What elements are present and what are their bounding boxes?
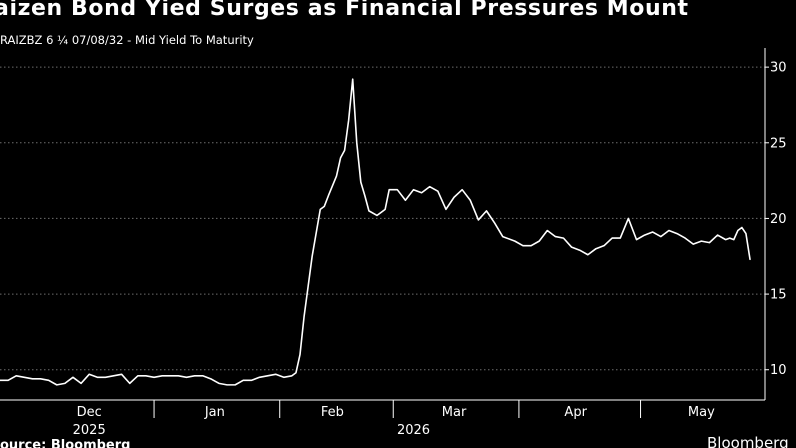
chart-subtitle: RAIZBZ 6 ¼ 07/08/32 - Mid Yield To Matur… bbox=[0, 33, 254, 47]
x-year-label: 2025 bbox=[73, 423, 106, 438]
x-tick-label: May bbox=[688, 405, 715, 420]
bloomberg-logo: Bloomberg bbox=[707, 434, 789, 448]
x-year-label: 2026 bbox=[397, 423, 430, 438]
y-tick-label: 30 bbox=[770, 61, 787, 76]
y-tick-label: 25 bbox=[770, 136, 787, 151]
y-tick-label: 20 bbox=[770, 212, 787, 227]
x-tick-label: Jan bbox=[204, 405, 225, 420]
x-tick-label: Apr bbox=[564, 405, 587, 420]
x-tick-label: Feb bbox=[321, 405, 344, 420]
chart-title: aizen Bond Yied Surges as Financial Pres… bbox=[0, 0, 689, 21]
series-line bbox=[0, 78, 751, 386]
x-tick-label: Mar bbox=[442, 405, 467, 420]
x-tick-label: Dec bbox=[77, 405, 102, 420]
y-tick-label: 10 bbox=[770, 363, 787, 378]
source-note: ource: Bloomberg bbox=[0, 438, 131, 448]
y-tick-label: 15 bbox=[770, 288, 787, 303]
